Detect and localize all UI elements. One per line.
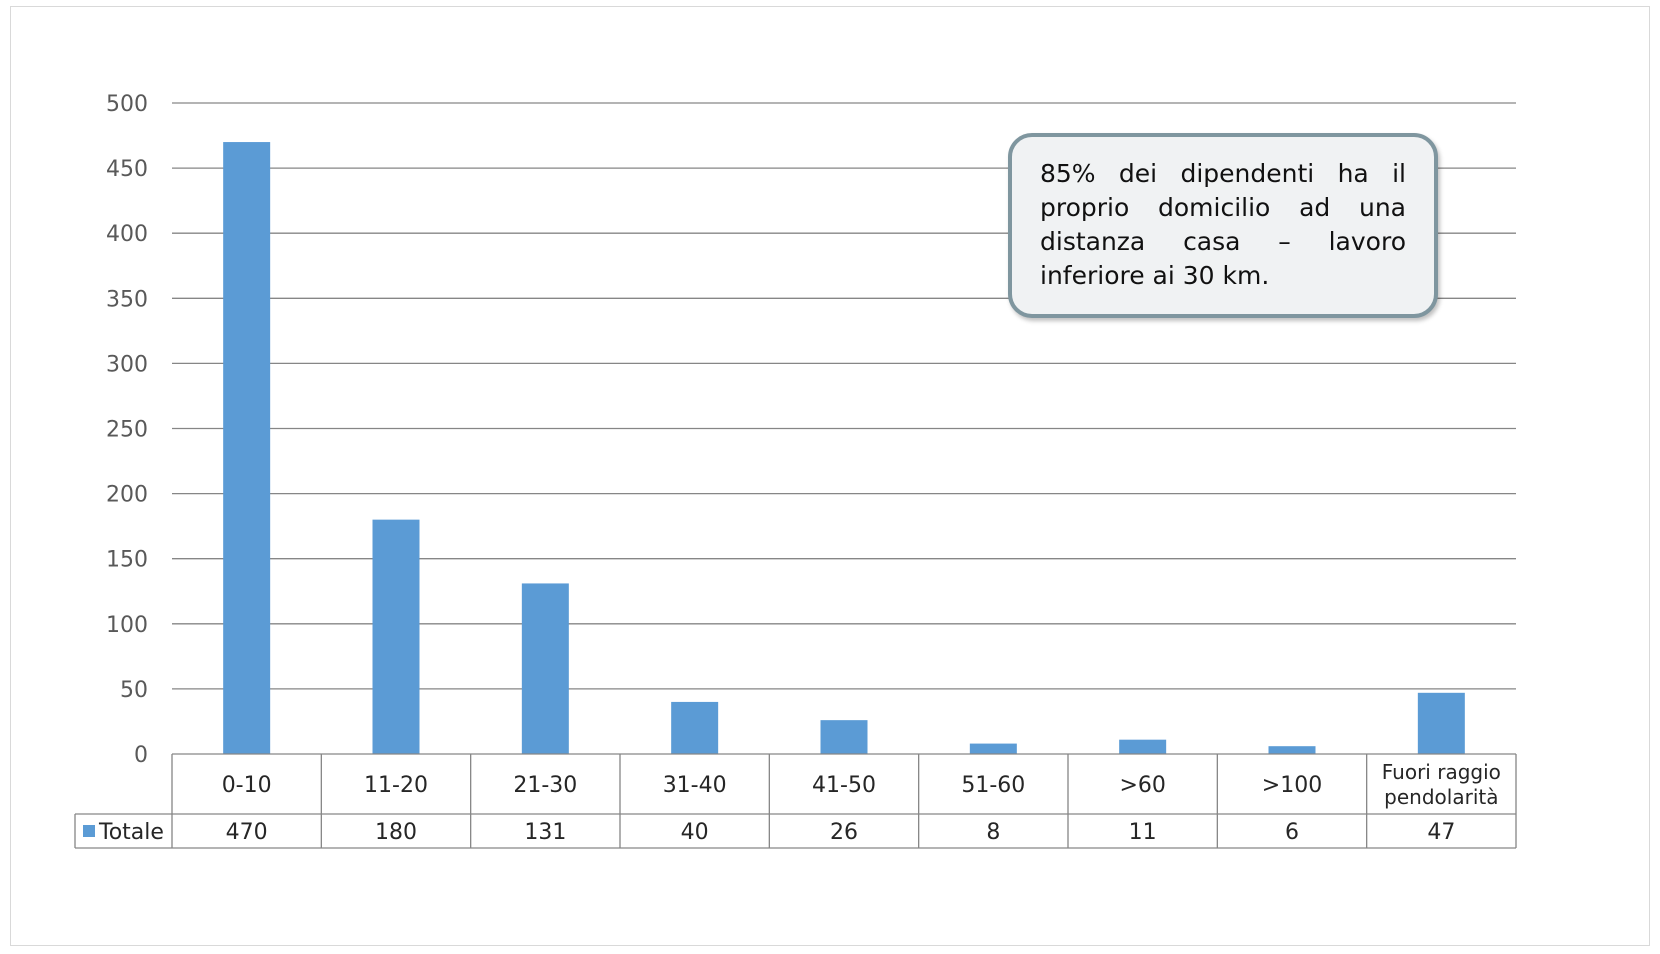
y-tick-label: 250 xyxy=(106,418,148,443)
category-label: 31-40 xyxy=(663,773,727,798)
y-tick-label: 150 xyxy=(106,548,148,573)
data-table-value: 470 xyxy=(226,820,268,845)
y-tick-label: 50 xyxy=(120,678,148,703)
y-tick-label: 350 xyxy=(106,287,148,312)
category-label: >100 xyxy=(1262,773,1322,798)
y-tick-label: 400 xyxy=(106,222,148,247)
data-table-value: 6 xyxy=(1285,820,1299,845)
data-table-value: 180 xyxy=(375,820,417,845)
legend-swatch xyxy=(83,825,95,837)
bar xyxy=(223,142,271,754)
data-table-value: 40 xyxy=(681,820,709,845)
category-label: 21-30 xyxy=(513,773,577,798)
data-table-value: 26 xyxy=(830,820,858,845)
y-tick-label: 500 xyxy=(106,92,148,117)
category-label: 41-50 xyxy=(812,773,876,798)
bar xyxy=(1119,739,1167,754)
category-label: 11-20 xyxy=(364,773,428,798)
data-table-value: 11 xyxy=(1129,820,1157,845)
bar xyxy=(521,583,569,754)
bar xyxy=(820,720,868,754)
category-label: Fuori raggio xyxy=(1382,760,1501,784)
bar xyxy=(671,701,719,754)
category-label: 0-10 xyxy=(222,773,272,798)
y-tick-label: 200 xyxy=(106,483,148,508)
annotation-callout: 85% dei dipendenti ha il proprio domicil… xyxy=(1008,133,1438,318)
category-label: >60 xyxy=(1119,773,1165,798)
y-tick-label: 100 xyxy=(106,613,148,638)
y-tick-label: 450 xyxy=(106,157,148,182)
bar xyxy=(372,519,420,754)
data-table-value: 8 xyxy=(986,820,1000,845)
category-label: 51-60 xyxy=(961,773,1025,798)
legend-label: Totale xyxy=(98,820,164,845)
y-tick-label: 300 xyxy=(106,352,148,377)
y-tick-label: 0 xyxy=(134,743,148,768)
data-table-value: 47 xyxy=(1427,820,1455,845)
bar xyxy=(1417,692,1465,754)
bar xyxy=(1268,746,1316,754)
data-table-value: 131 xyxy=(524,820,566,845)
bar xyxy=(969,743,1017,754)
category-label: pendolarità xyxy=(1384,785,1498,809)
